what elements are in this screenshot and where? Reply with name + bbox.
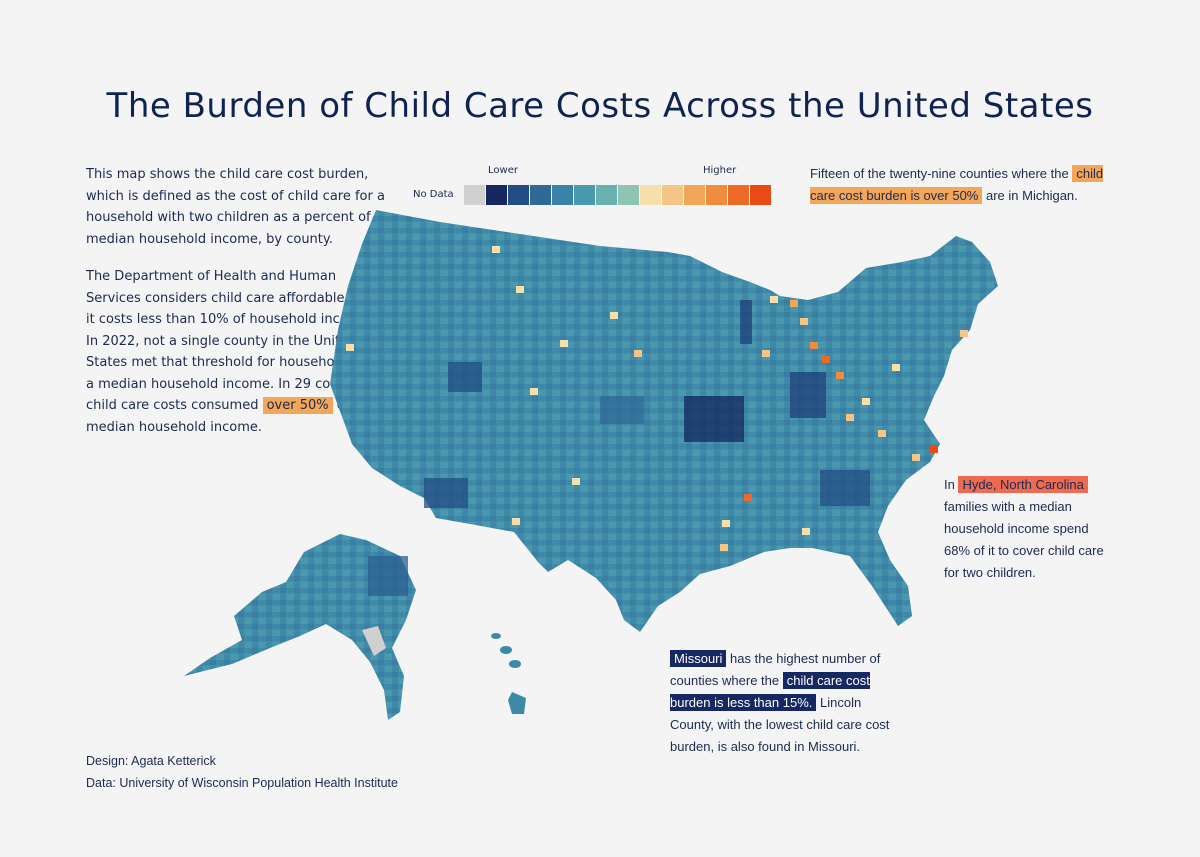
burden-hotspots [346,246,968,551]
low-burden-cluster-8 [600,396,644,424]
hotspot-county-9 [862,398,870,405]
design-credit: Design: Agata Ketterick [86,754,216,768]
legend-swatch-7 [618,185,639,205]
michigan-note-text: Fifteen of the twenty-nine counties wher… [810,166,1069,181]
hotspot-county-18 [492,246,500,253]
legend-swatch-8 [640,185,661,205]
hotspot-county-13 [744,494,752,501]
hyde-note-prefix: In [944,477,955,492]
hotspot-county-22 [572,478,580,485]
legend-swatch-12 [728,185,749,205]
data-credit: Data: University of Wisconsin Population… [86,776,398,790]
low-burden-clusters [368,300,870,596]
missouri-note: Missouri has the highest number of count… [670,648,895,758]
hotspot-county-19 [560,340,568,347]
hotspot-county-27 [634,350,642,357]
credits: Design: Agata Ketterick Data: University… [86,750,398,794]
low-burden-cluster-6 [368,556,408,596]
low-burden-cluster-3 [448,362,482,392]
alaska-no-data-region [362,626,386,656]
michigan-note-end: are in Michigan. [986,188,1078,203]
hotspot-county-10 [878,430,886,437]
hyde-note: In Hyde, North Carolina families with a … [944,474,1114,584]
low-burden-cluster-5 [820,470,870,506]
hotspot-county-26 [892,364,900,371]
color-legend: Lower Higher No Data [410,163,771,213]
hotspot-county-17 [516,286,524,293]
legend-higher-label: Higher [703,165,737,176]
hotspot-county-24 [802,528,810,535]
hotspot-county-7 [836,372,844,379]
intro-paragraph-2: The Department of Health and Human Servi… [86,266,386,438]
hotspot-county-5 [770,296,778,303]
low-burden-cluster-1 [684,396,744,442]
legend-lower-label: Lower [488,165,518,176]
hotspot-county-2 [822,356,830,363]
hawaii-shape [491,633,526,714]
low-burden-cluster-4 [424,478,468,508]
legend-scale [464,185,772,205]
intro-text: This map shows the child care cost burde… [86,164,386,454]
legend-swatch-2 [508,185,529,205]
legend-swatch-1 [486,185,507,205]
hotspot-county-3 [800,318,808,325]
legend-swatch-4 [552,185,573,205]
legend-swatch-5 [574,185,595,205]
intro-paragraph-2-text: The Department of Health and Human Servi… [86,269,385,413]
hotspot-county-6 [762,350,770,357]
low-burden-cluster-2 [790,372,826,418]
legend-swatch-3 [530,185,551,205]
legend-swatch-no-data [464,185,485,205]
over-50-highlight: over 50% [262,397,333,414]
missouri-note-text: has the highest number of counties where… [670,651,881,688]
missouri-note-end: Lincoln County, with the lowest child ca… [670,695,890,754]
hotspot-county-16 [610,312,618,319]
hotspot-county-23 [512,518,520,525]
legend-swatch-9 [662,185,683,205]
missouri-highlight: Missouri [670,650,727,667]
hotspot-county-11 [930,446,938,453]
hotspot-county-1 [810,342,818,349]
hotspot-county-14 [722,520,730,527]
legend-no-data-label: No Data [413,189,454,200]
low-burden-cluster-7 [740,300,752,344]
hotspot-county-4 [790,300,798,307]
alaska-shape [184,534,416,720]
legend-swatch-11 [706,185,727,205]
hyde-highlight: Hyde, North Carolina [958,476,1088,493]
hotspot-county-21 [530,388,538,395]
page-title: The Burden of Child Care Costs Across th… [106,86,1094,126]
legend-swatch-10 [684,185,705,205]
legend-swatch-13 [750,185,771,205]
hotspot-county-25 [960,330,968,337]
legend-swatch-6 [596,185,617,205]
michigan-note: Fifteen of the twenty-nine counties wher… [810,163,1110,207]
intro-paragraph-1: This map shows the child care cost burde… [86,167,385,247]
hotspot-county-20 [346,344,354,351]
hotspot-county-8 [846,414,854,421]
hotspot-county-15 [720,544,728,551]
hyde-note-text: families with a median household income … [944,499,1104,580]
hotspot-county-12 [912,454,920,461]
contiguous-us-shape [330,210,998,632]
